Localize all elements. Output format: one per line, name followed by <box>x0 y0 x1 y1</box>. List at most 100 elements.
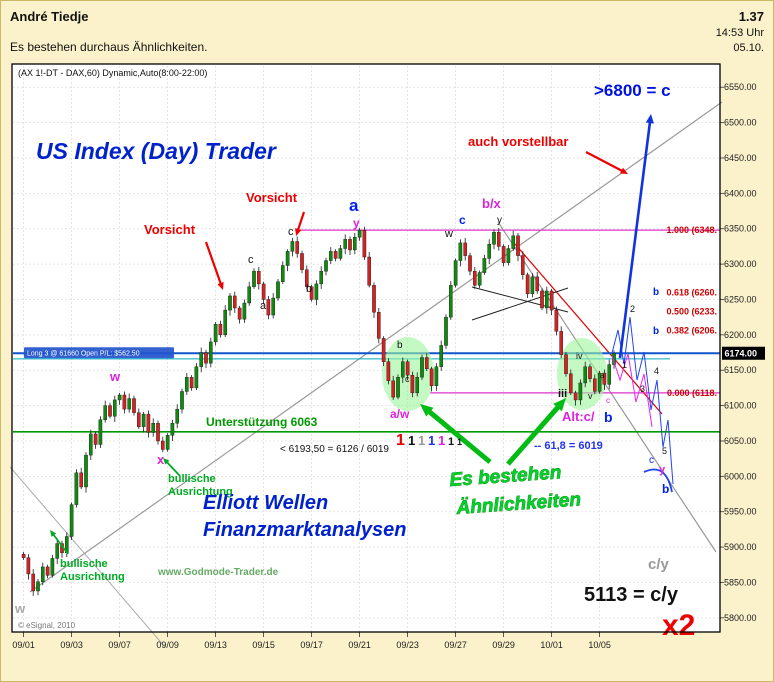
candle-body <box>223 309 228 336</box>
date-axis-label: 09/29 <box>492 640 515 650</box>
dax-candlestick-chart: Long 3 @ 61660 Open P/L: $562.50 (AX 1!-D… <box>10 63 765 650</box>
candle-body <box>463 242 468 256</box>
candle-body <box>588 366 592 379</box>
chart-label: c <box>405 374 410 384</box>
candle-body <box>554 309 559 332</box>
candle-body <box>333 251 338 259</box>
chart-label: c <box>248 254 254 266</box>
candle-body <box>180 391 184 410</box>
projection-up-arrow-head <box>645 114 654 124</box>
chart-label: x <box>157 452 165 467</box>
red-decline-line <box>514 243 663 415</box>
date-axis-label: 09/07 <box>108 640 131 650</box>
candle-body <box>357 229 362 238</box>
chart-label: < 6193,50 = 6126 / 6019 <box>280 444 389 455</box>
candle-body <box>36 581 40 592</box>
candle-body <box>381 338 386 362</box>
chart-label: a <box>260 300 267 312</box>
date-axis-label: 09/01 <box>12 640 35 650</box>
price-axis-label: 5950.00 <box>724 507 757 517</box>
candle-body <box>136 412 141 428</box>
auch-vorstellbar-label: auch vorstellbar <box>468 134 568 149</box>
target-6800-label: >6800 = c <box>594 81 671 100</box>
candle-body <box>521 255 525 275</box>
candle-body <box>165 435 170 450</box>
candle-body <box>501 246 506 263</box>
chart-label: b <box>653 326 659 337</box>
post-subtitle: Es bestehen durchaus Ähnlichkeiten. <box>10 40 208 54</box>
candle-body <box>146 413 151 433</box>
candle-body <box>343 239 348 249</box>
candle-body <box>242 302 247 320</box>
chart-label: 1 <box>408 433 415 448</box>
vorsicht-arrow-1-shaft <box>204 241 223 286</box>
candle-body <box>319 270 324 285</box>
fib-label: 0.500 (6233. <box>666 307 717 317</box>
candle-body <box>184 377 189 392</box>
candle-body <box>141 413 146 428</box>
candle-body <box>170 423 175 436</box>
candle-body <box>482 258 487 273</box>
old-trendline <box>10 466 166 648</box>
post-header: André Tiedje Es bestehen durchaus Ähnlic… <box>10 9 764 54</box>
chart-label: bullische <box>60 558 108 570</box>
similarity-arrow-left-shaft <box>424 407 492 464</box>
candle-body <box>189 377 194 389</box>
similarity-arrow-right-shaft <box>506 402 563 466</box>
candle-body <box>516 235 520 256</box>
candle-body <box>583 366 587 384</box>
candle-body <box>477 272 482 286</box>
candle-body <box>420 357 424 378</box>
candle-body <box>50 558 55 576</box>
chart-label: Ausrichtung <box>168 486 233 498</box>
chart-label: b/x <box>482 196 502 211</box>
candle-body <box>429 368 434 386</box>
candle-body <box>256 270 261 285</box>
chart-title: (AX 1!-DT - DAX,60) Dynamic,Auto(8:00-22… <box>18 68 207 78</box>
candle-body <box>525 274 530 295</box>
candle-body <box>88 433 93 456</box>
candle-body <box>353 237 357 251</box>
chart-label: y <box>659 464 666 476</box>
chart-label: 1 <box>438 433 445 448</box>
candle-body <box>597 372 602 392</box>
candle-body <box>391 380 396 398</box>
candle-body <box>228 295 232 311</box>
candle-body <box>540 290 544 309</box>
price-axis-label: 6200.00 <box>724 330 757 340</box>
candle-body <box>271 297 276 316</box>
candle-body <box>535 276 539 292</box>
chart-label: v <box>588 391 593 401</box>
descending-gray-line <box>497 221 717 553</box>
candle-body <box>444 316 448 346</box>
candle-body <box>449 285 453 318</box>
candle-body <box>281 265 285 282</box>
candle-body <box>84 454 88 488</box>
chart-label: c <box>288 226 294 238</box>
chart-label: b <box>653 287 659 298</box>
candle-body <box>362 229 367 258</box>
price-axis-label: 6550.00 <box>724 82 757 92</box>
date-axis-label: 10/01 <box>540 640 563 650</box>
candle-body <box>458 242 463 261</box>
chart-label: b <box>306 283 312 295</box>
candle-body <box>208 341 213 364</box>
chart-label: 4 <box>654 366 659 376</box>
chart-label: 1 <box>396 432 405 449</box>
chart-label: b <box>662 482 669 496</box>
candle-body <box>261 283 266 300</box>
candle-body <box>117 394 122 401</box>
candle-body <box>295 241 300 254</box>
candle-body <box>410 374 415 394</box>
price-axis-label: 6400.00 <box>724 188 757 198</box>
chart-label: c <box>606 396 610 405</box>
candle-body <box>309 286 314 300</box>
chart-label: 3 <box>640 384 645 394</box>
candle-body <box>415 377 420 394</box>
bullish-arrow-1-head <box>163 458 170 465</box>
price-axis-label: 5800.00 <box>724 613 757 623</box>
candle-body <box>232 295 237 309</box>
candle-body <box>559 331 563 355</box>
candle-body <box>338 248 343 259</box>
long-position-badge <box>24 347 174 359</box>
